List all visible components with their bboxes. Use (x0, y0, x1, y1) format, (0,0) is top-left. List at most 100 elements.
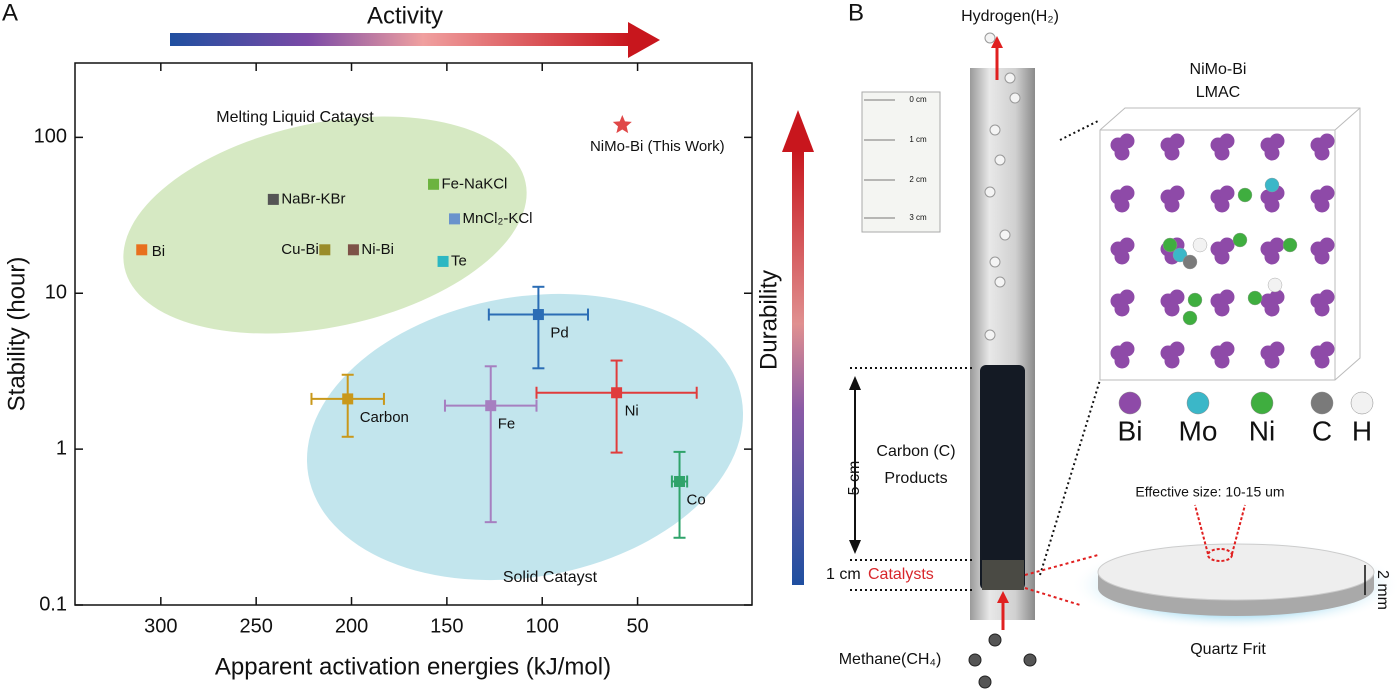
height-label: 1 cm (826, 566, 861, 583)
height-arrow-head (849, 376, 861, 390)
activity-label: Activity (367, 2, 443, 29)
y-tick-label: 10 (45, 282, 67, 304)
point (532, 309, 544, 321)
molecule (978, 675, 992, 689)
atom (1219, 289, 1235, 305)
point (428, 178, 440, 190)
cell-edge (1334, 107, 1361, 131)
molecule (994, 154, 1006, 166)
atom-cluster (1110, 133, 1335, 369)
atom (1319, 341, 1335, 357)
point-label: NaBr-KBr (281, 190, 345, 207)
panel-label: A (2, 0, 18, 26)
pore-line (1194, 504, 1209, 555)
atom (1219, 341, 1235, 357)
cell-box (1099, 107, 1361, 381)
molecule (989, 124, 1001, 136)
atom-legend-label: Mo (1179, 415, 1218, 446)
point-label: Co (687, 491, 706, 508)
x-tick-label: 300 (144, 615, 177, 637)
carbon-label: Products (884, 470, 947, 487)
atom (1172, 247, 1188, 263)
molecule (989, 256, 1001, 268)
atom-legend-label: C (1312, 415, 1332, 446)
x-axis-label: Apparent activation energies (kJ/mol) (215, 653, 611, 680)
atom (1314, 197, 1330, 213)
point-label: Pd (550, 325, 568, 342)
atom (1169, 341, 1185, 357)
atom (1269, 341, 1285, 357)
atom (1192, 237, 1208, 253)
pore-label: Effective size: 10-15 um (1135, 484, 1284, 500)
atom (1119, 133, 1135, 149)
atom (1114, 249, 1130, 265)
methane-label: Methane(CH₄) (839, 651, 942, 668)
model-title: LMAC (1196, 84, 1240, 101)
atom (1119, 185, 1135, 201)
atom (1264, 177, 1280, 193)
atom (1182, 310, 1198, 326)
pore (1207, 548, 1233, 562)
x-tick-label: 50 (626, 615, 648, 637)
atom (1269, 133, 1285, 149)
atom (1319, 289, 1335, 305)
atom (1319, 133, 1335, 149)
x-tick-label: 150 (430, 615, 463, 637)
atom (1219, 185, 1235, 201)
atom (1164, 145, 1180, 161)
atom (1314, 301, 1330, 317)
atom (1164, 197, 1180, 213)
molecule (984, 329, 996, 341)
thickness-label: 2 mm (1374, 570, 1391, 610)
molecule (984, 32, 996, 44)
catalyst-label: Catalysts (868, 566, 934, 583)
point-label: Ni (625, 403, 639, 420)
atom (1164, 301, 1180, 317)
molecule (1023, 653, 1037, 667)
point (437, 255, 449, 267)
inflow-arrow-head (997, 591, 1009, 603)
atom (1264, 197, 1280, 213)
atom (1214, 301, 1230, 317)
atom (1314, 353, 1330, 369)
durability-arrow (792, 150, 804, 585)
point-label: Ni-Bi (361, 241, 394, 258)
y-axis-label: Stability (hour) (3, 257, 30, 412)
zoom-line (1059, 119, 1101, 141)
activity-arrow (170, 33, 630, 46)
ruler-label: 1 cm (909, 135, 927, 144)
atom-legend-swatch (1118, 391, 1142, 415)
liquid-region (123, 116, 527, 334)
zoom-line (1024, 554, 1099, 576)
atom (1247, 290, 1263, 306)
height-arrow-head (849, 540, 861, 554)
atom (1264, 301, 1280, 317)
zoom-line (1039, 379, 1101, 576)
atom (1182, 254, 1198, 270)
atom (1119, 341, 1135, 357)
solid-region (306, 293, 744, 581)
y-tick-label: 1 (56, 437, 67, 459)
molecule (988, 633, 1002, 647)
atom (1269, 289, 1285, 305)
atom (1114, 145, 1130, 161)
molecule (999, 229, 1011, 241)
atom (1314, 249, 1330, 265)
atom (1162, 237, 1178, 253)
atom (1314, 145, 1330, 161)
atom (1269, 237, 1285, 253)
y-tick-label: 0.1 (39, 593, 67, 615)
atom (1119, 237, 1135, 253)
atom (1214, 249, 1230, 265)
atom-legend-swatch (1350, 391, 1374, 415)
point-label: Fe-NaKCl (442, 175, 508, 192)
point (612, 115, 632, 134)
atom (1114, 301, 1130, 317)
activity-arrow-head (628, 22, 660, 58)
molecule (1009, 92, 1021, 104)
height-label: 5 cm (846, 461, 863, 496)
atom (1264, 353, 1280, 369)
atom-legend-label: Ni (1249, 415, 1275, 446)
model-title: NiMo-Bi (1190, 61, 1247, 78)
atom (1237, 187, 1253, 203)
